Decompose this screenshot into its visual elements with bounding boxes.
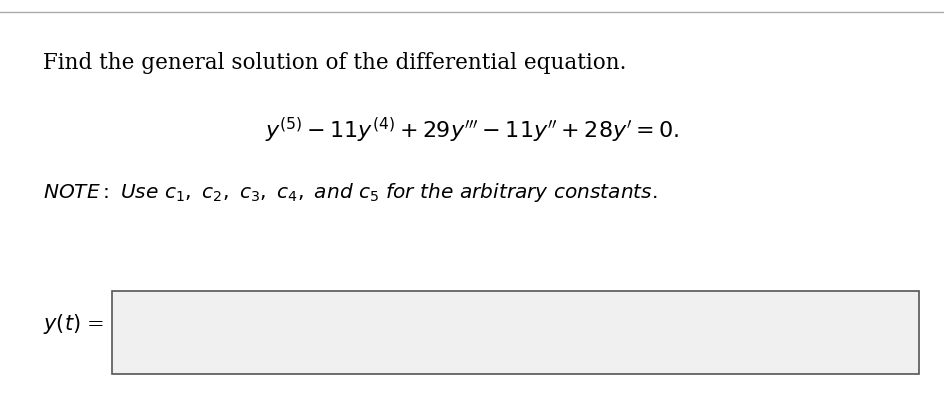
FancyBboxPatch shape: [111, 290, 919, 374]
Text: $\mathit{NOTE{:}\ Use\ c_1,\ c_2,\ c_3,\ c_4,\ and\ c_5\ for\ the\ arbitrary\ co: $\mathit{NOTE{:}\ Use\ c_1,\ c_2,\ c_3,\…: [42, 181, 656, 203]
Text: $\mathit{y(t)}$ =: $\mathit{y(t)}$ =: [42, 312, 104, 336]
Text: Find the general solution of the differential equation.: Find the general solution of the differe…: [42, 52, 625, 74]
Text: $y^{(5)} - 11y^{(4)} + 29y''' - 11y'' + 28y' = 0.$: $y^{(5)} - 11y^{(4)} + 29y''' - 11y'' + …: [265, 116, 679, 145]
